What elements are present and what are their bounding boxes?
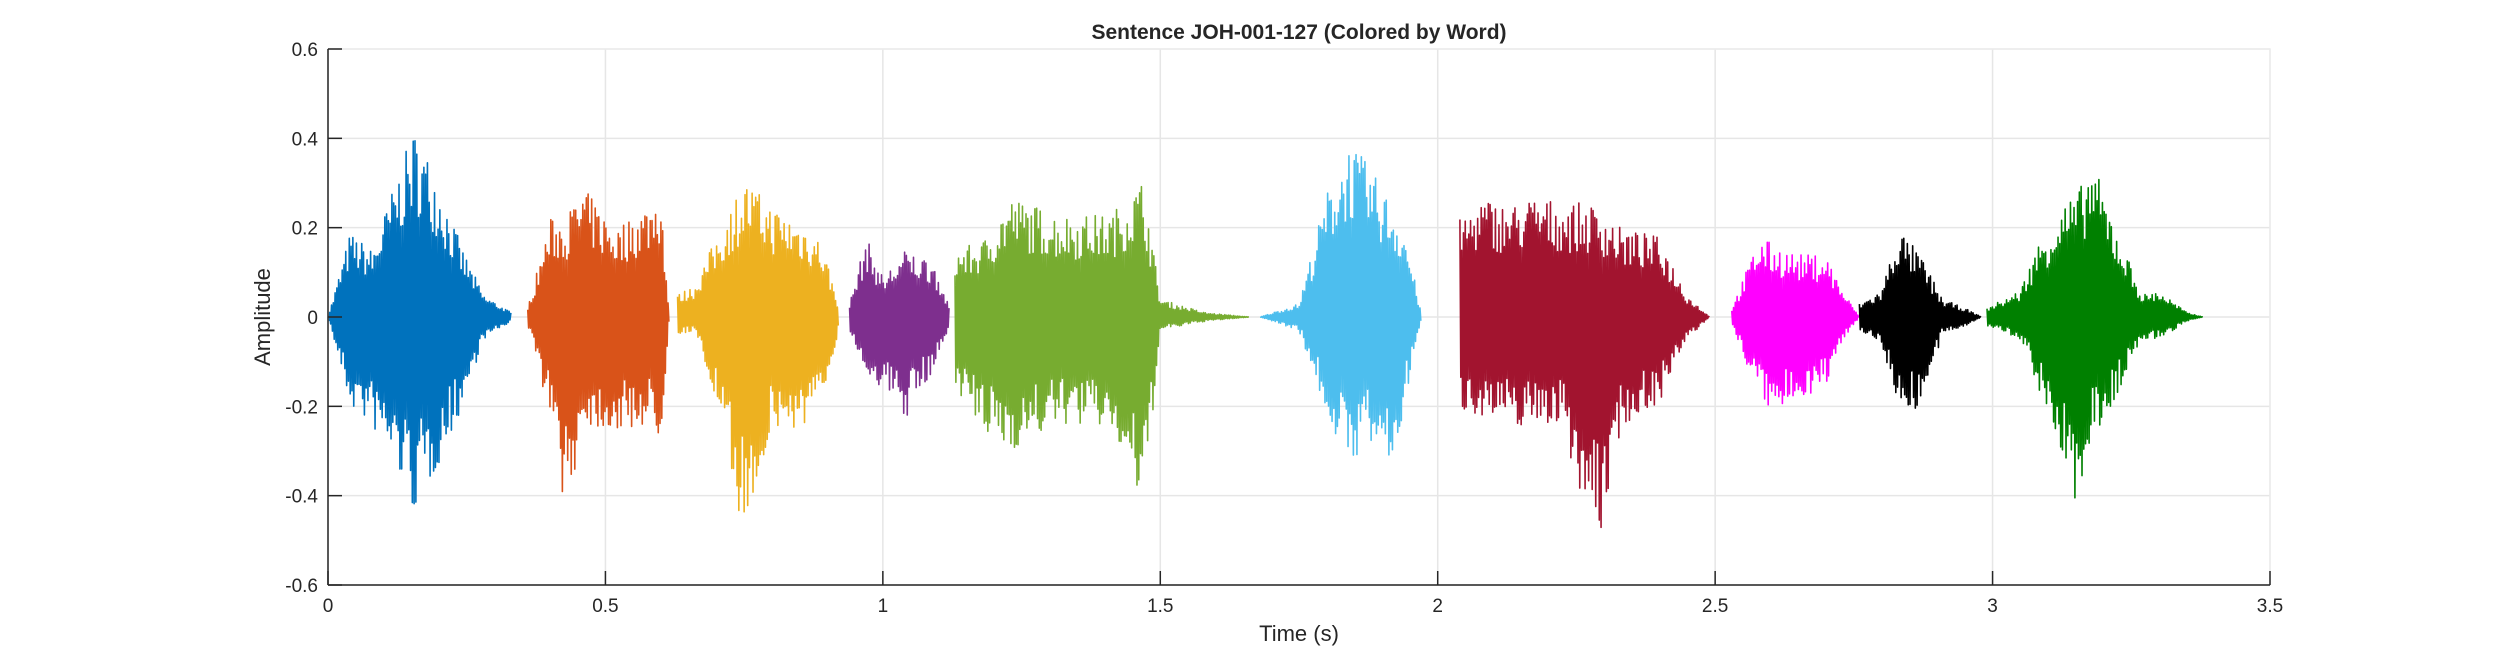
y-tick-label: -0.2	[285, 397, 318, 418]
word-segment-9	[1858, 237, 1982, 409]
word-segment-8	[1730, 241, 1860, 406]
x-axis-label: Time (s)	[1259, 621, 1339, 646]
x-tick-label: 2	[1432, 596, 1443, 617]
x-tick-label: 3.5	[2257, 596, 2283, 617]
x-tick-label: 0.5	[592, 596, 618, 617]
x-tick-label: 0	[323, 596, 334, 617]
word-segment-6	[1259, 153, 1422, 456]
series-group	[327, 140, 2204, 529]
word-segment-5	[954, 185, 1249, 486]
x-tick-label: 1.5	[1147, 596, 1173, 617]
y-tick-label: 0.4	[292, 129, 319, 150]
y-tick-label: -0.6	[285, 576, 318, 597]
word-segment-2	[526, 193, 670, 493]
x-tick-label: 1	[878, 596, 889, 617]
y-tick-label: 0	[307, 308, 318, 329]
chart-title: Sentence JOH-001-127 (Colored by Word)	[1091, 21, 1506, 44]
word-segment-10	[1986, 178, 2204, 499]
y-tick-label: 0.6	[292, 40, 318, 61]
x-tick-label: 2.5	[1702, 596, 1728, 617]
word-segment-3	[676, 189, 840, 513]
y-axis-label: Amplitude	[250, 268, 275, 366]
word-segment-4	[848, 243, 950, 416]
y-tick-label: 0.2	[292, 219, 318, 240]
word-segment-1	[327, 140, 512, 505]
x-tick-label: 3	[1987, 596, 1998, 617]
ticks: 0 0.5 1 1.5 2 2.5 3 3.5 -0.6 -0.4 -0.2 0 0.2 0.4 0.6	[285, 40, 2283, 617]
y-tick-label: -0.4	[285, 487, 318, 508]
word-segment-7	[1459, 201, 1710, 529]
